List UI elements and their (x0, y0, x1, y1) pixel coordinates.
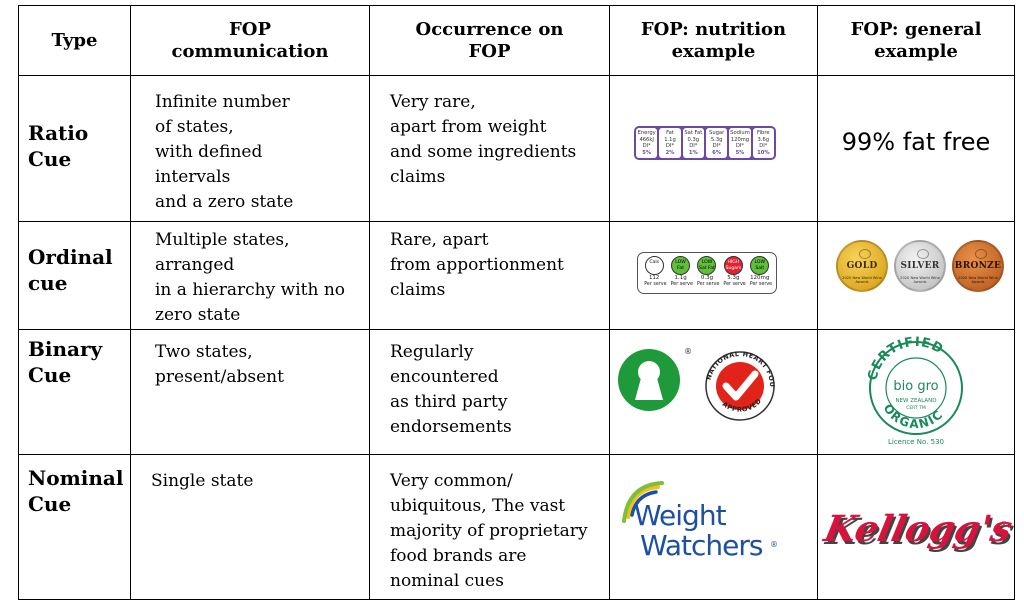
general-cell-nominal: Kellogg's Kellogg's ® (817, 454, 1015, 600)
table-row-nominal: Nominal Cue Single state Very common/ ub… (18, 454, 1015, 600)
fat-free-claim: 99% fat free (841, 128, 991, 156)
general-cell-ordinal: GOLD 2020 New World Wine Awards SILVER 202… (817, 221, 1015, 330)
svg-text:®: ® (684, 347, 692, 356)
header-communication: FOP communication (130, 5, 370, 76)
table-row-ordinal: Ordinal cue Multiple states, arranged in… (18, 221, 1015, 330)
svg-text:Kellogg's: Kellogg's (820, 507, 1014, 550)
keyhole-symbol-icon: ® (618, 347, 692, 411)
svg-text:CERT TM: CERT TM (906, 405, 926, 411)
header-type: Type (18, 5, 131, 76)
occurrence-cell-ratio: Very rare, apart from weight and some in… (369, 75, 610, 222)
gold-medal-icon: GOLD 2020 New World Wine Awards (836, 240, 888, 292)
kelloggs-logo: Kellogg's Kellogg's ® (820, 507, 1014, 553)
traffic-light-item: HIGH Sugars 5.3g Per serve (723, 256, 746, 293)
gda-segment: Fat 1.1g DI* 2% (659, 128, 681, 158)
fop-cue-table: Type FOP communication Occurrence on FOP… (18, 5, 1015, 600)
svg-text:®: ® (1000, 520, 1008, 529)
gda-segment: Fibre 3.6g DI* 10% (752, 128, 774, 158)
header-occurrence: Occurrence on FOP (369, 5, 610, 76)
svg-text:NEW ZEALAND: NEW ZEALAND (895, 398, 936, 404)
type-cell-binary: Binary Cue (18, 329, 131, 455)
nutrition-cell-ordinal: Cals 112 Per serve LOW Fat 1.1g Per serve LO… (609, 221, 818, 330)
type-cell-ratio: Ratio Cue (18, 75, 131, 222)
gda-nutrition-label: Energy 466kJ DI* 5% Fat 1.1g DI* 2% Sat Fat 0.3… (634, 126, 776, 160)
general-cell-ratio: 99% fat free (817, 75, 1015, 222)
svg-text:bio gro: bio gro (893, 379, 938, 394)
weight-watchers-logo: Weight Watchers ® (622, 481, 778, 562)
nutrition-cell-binary: ® NATIONAL HEART FOUNDATION (609, 329, 818, 455)
type-cell-ordinal: Ordinal cue (18, 221, 131, 330)
occurrence-cell-binary: Regularly encountered as third party end… (369, 329, 610, 455)
gda-segment: Sugar 5.3g DI* 6% (705, 128, 728, 158)
type-cell-nominal: Nominal Cue (18, 454, 131, 600)
traffic-light-item: LOW Fat 1.1g Per serve (671, 256, 693, 293)
svg-text:CERTIFIED: CERTIFIED (865, 335, 946, 382)
traffic-light-item: LOW Salt 120mg Per serve (750, 256, 772, 293)
bronze-medal-icon: BRONZE 2020 New World Wine Awards (952, 240, 1004, 292)
svg-text:Licence No. 530: Licence No. 530 (888, 438, 944, 446)
silver-medal-icon: SILVER 2020 New World Wine Awards (894, 240, 946, 292)
header-nutrition: FOP: nutrition example (609, 5, 818, 76)
communication-cell-nominal: Single state (130, 454, 370, 600)
svg-text:Watchers: Watchers (640, 529, 763, 562)
traffic-light-label: Cals 112 Per serve LOW Fat 1.1g Per serve LO… (637, 252, 777, 294)
occurrence-cell-nominal: Very common/ ubiquitous, The vast majori… (369, 454, 610, 600)
header-general: FOP: general example (817, 5, 1015, 76)
occurrence-cell-ordinal: Rare, apart from apportionment claims (369, 221, 610, 330)
biogro-certified-logo: CERTIFIED ORGANIC bio gro NEW ZEALAND CE… (865, 335, 963, 446)
svg-text:®: ® (770, 540, 778, 549)
general-cell-binary: CERTIFIED ORGANIC bio gro NEW ZEALAND CE… (817, 329, 1015, 455)
svg-text:Weight: Weight (634, 499, 727, 532)
endorsement-logos: ® NATIONAL HEART FOUNDATION (610, 330, 776, 421)
gda-segment: Sodium 120mg DI* 5% (729, 128, 751, 158)
nutrition-cell-ratio: Energy 466kJ DI* 5% Fat 1.1g DI* 2% Sat Fat 0.3… (609, 75, 818, 222)
gda-segment: Sat Fat 0.3g DI* 1% (682, 128, 704, 158)
table-row-ratio: Ratio Cue Infinite number of states, wit… (18, 75, 1015, 222)
communication-cell-ratio: Infinite number of states, with defined … (130, 75, 370, 222)
traffic-light-item: LOW Sat Fat 0.3g Per serve (697, 256, 719, 293)
header-row: Type FOP communication Occurrence on FOP… (18, 5, 1015, 76)
svg-text:Kellogg's: Kellogg's (822, 510, 1014, 553)
communication-cell-binary: Two states, present/absent (130, 329, 370, 455)
table-row-binary: Binary Cue Two states, present/absent Re… (18, 329, 1015, 455)
nutrition-cell-nominal: Weight Watchers ® (609, 454, 818, 600)
gda-segment: Energy 466kJ DI* 5% (636, 128, 658, 158)
wine-medals: GOLD 2020 New World Wine Awards SILVER 202… (836, 240, 1004, 292)
cue-table-sheet: Type FOP communication Occurrence on FOP… (18, 5, 1015, 600)
communication-cell-ordinal: Multiple states, arranged in a hierarchy… (130, 221, 370, 330)
traffic-light-item: Cals 112 Per serve (644, 256, 667, 293)
